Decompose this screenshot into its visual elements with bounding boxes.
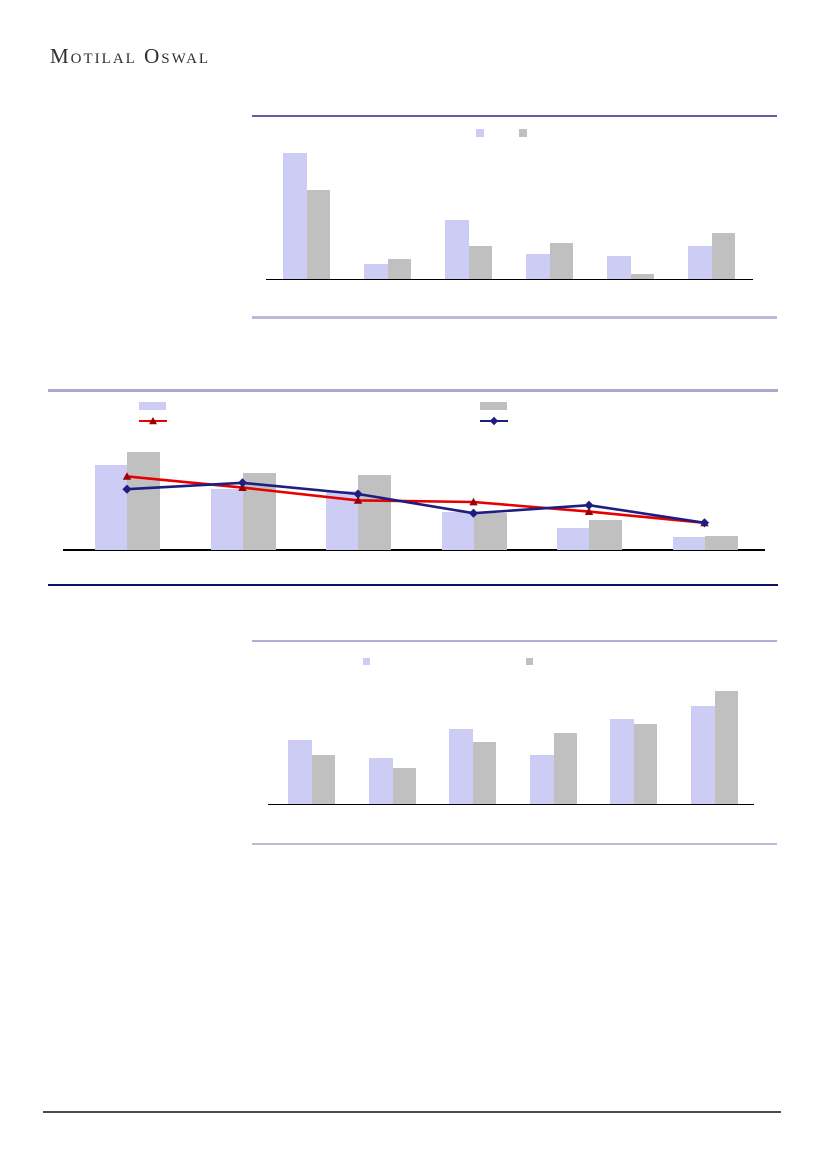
diamond-marker-icon [584, 500, 594, 510]
bar-series1-group4 [529, 754, 554, 804]
chart-bottom-rule [252, 843, 777, 845]
chart-bottom-grouped-bars [252, 640, 777, 845]
diamond-marker-icon [468, 508, 479, 518]
bar-series1-group1 [95, 465, 127, 550]
bar-series2-group2 [388, 259, 411, 279]
x-axis-line [266, 278, 753, 280]
legend-swatch-bar [363, 658, 370, 665]
bar-series2-group3 [469, 246, 492, 279]
bar-series1-group5 [557, 527, 589, 550]
triangle-marker-icon [353, 496, 363, 504]
bar-series1-group5 [610, 718, 634, 804]
bar-series1-group6 [690, 705, 715, 804]
bar-series1-group4 [441, 511, 474, 550]
chart-plot-area [268, 640, 754, 805]
bar-series2-group5 [634, 723, 657, 804]
diamond-marker-icon [122, 484, 132, 494]
chart-bottom-rule [252, 316, 777, 319]
legend-swatch-bar [480, 402, 507, 410]
bar-series1-group3 [445, 219, 469, 279]
legend-line-triangle [139, 417, 167, 425]
chart-middle-bars-with-lines [48, 389, 778, 586]
brand-logo: Motilal Oswal [50, 44, 211, 68]
bar-series1-group6 [672, 537, 705, 550]
bar-series2-group3 [473, 741, 496, 804]
legend-swatch-bar [476, 129, 484, 137]
trend-lines-overlay [122, 472, 710, 528]
bar-series2-group6 [714, 690, 738, 804]
chart-legend [48, 389, 778, 586]
bar-series1-group2 [364, 264, 388, 279]
bar-series2-group4 [550, 242, 573, 279]
bar-series2-group6 [704, 535, 738, 550]
bar-series2-group5 [631, 274, 654, 279]
triangle-marker-icon [469, 497, 478, 506]
chart-plot-area [266, 115, 753, 280]
bar-series2-group4 [473, 513, 507, 550]
bar-series2-group1 [307, 190, 330, 279]
legend-line-diamond [480, 416, 508, 426]
footer-divider [43, 1111, 781, 1113]
bar-series1-group2 [210, 489, 243, 550]
bar-series1-group2 [368, 758, 393, 804]
triangle-marker-icon [584, 507, 594, 515]
bar-series1-group3 [449, 728, 473, 804]
bar-series2-group5 [589, 519, 622, 550]
chart-bottom-rule [48, 584, 778, 586]
bar-series1-group5 [607, 256, 631, 279]
bar-series2-group2 [392, 767, 416, 804]
trend-line-triangle [126, 475, 705, 525]
chart-plot-area [63, 389, 765, 551]
bar-series1-group1 [283, 152, 307, 279]
legend-swatch-bar [139, 402, 166, 410]
triangle-marker-icon [149, 417, 157, 425]
diamond-marker-icon [353, 489, 363, 499]
diamond-marker-icon [699, 518, 710, 528]
chart-top-grouped-bars [252, 115, 777, 319]
legend-swatch-bar [526, 658, 533, 665]
chart-legend [252, 115, 777, 319]
legend-swatch-bar [519, 129, 527, 137]
bar-series2-group1 [127, 452, 160, 550]
bar-series2-group4 [553, 733, 577, 804]
trend-line-diamond [126, 481, 705, 525]
chart-top-rule [48, 389, 778, 392]
bar-series2-group6 [712, 233, 735, 279]
bar-series2-group1 [312, 754, 335, 804]
diamond-marker-icon [489, 416, 499, 426]
bar-series2-group3 [358, 474, 391, 550]
chart-top-rule [252, 115, 777, 117]
chart-legend [252, 640, 777, 845]
bar-series1-group6 [688, 246, 712, 279]
x-axis-line [63, 549, 765, 551]
chart-top-rule [252, 640, 777, 642]
bar-series1-group4 [526, 254, 550, 279]
x-axis-line [268, 803, 754, 805]
bar-series1-group1 [288, 740, 312, 804]
triangle-marker-icon [122, 472, 132, 480]
